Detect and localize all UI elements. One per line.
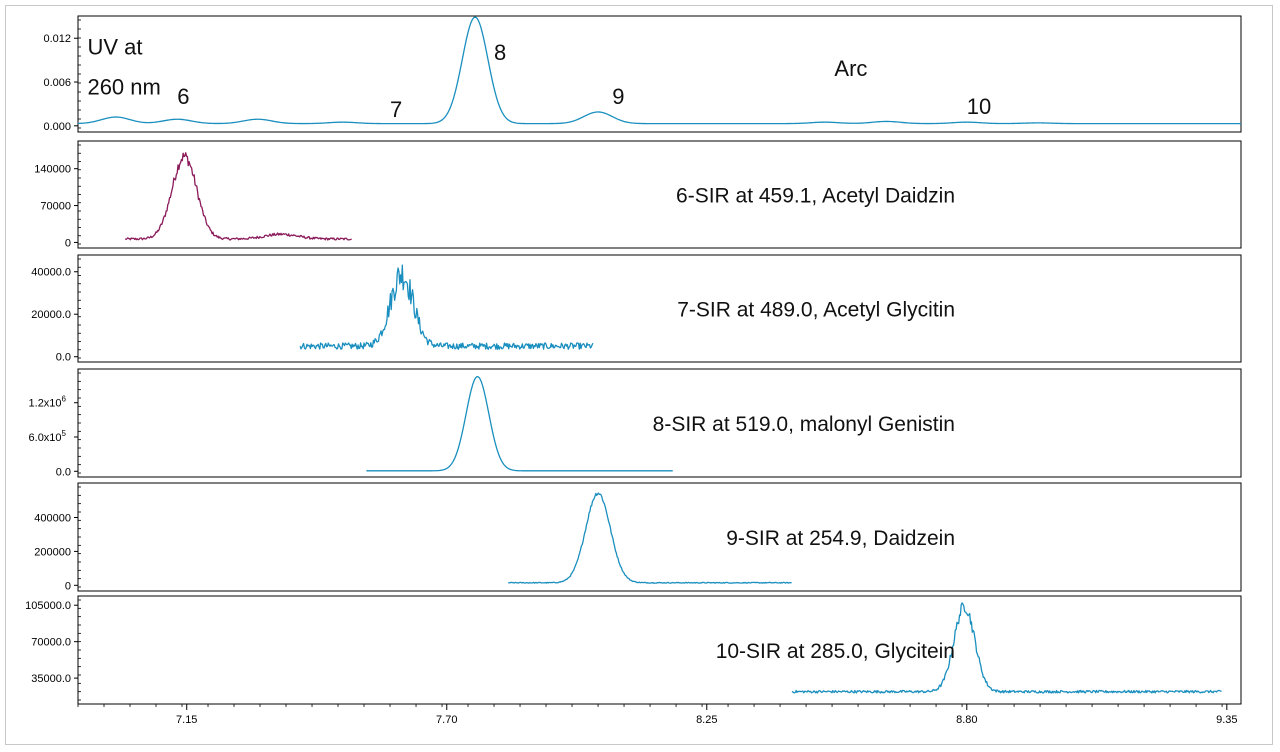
y-tick-label: 1.2x106	[29, 395, 67, 410]
y-tick-label: 0	[65, 580, 71, 592]
panel-frame	[77, 140, 1242, 249]
y-tick-label: 140000	[34, 164, 71, 176]
panel-title-sir8: 8-SIR at 519.0, malonyl Genistin	[653, 413, 955, 436]
panel-frame	[77, 595, 1242, 705]
panel-title-sir6: 6-SIR at 459.1, Acetyl Daidzin	[676, 185, 955, 208]
y-tick-exponent: 5	[62, 429, 67, 438]
panel-sir10: 35000.0 70000.0 105000.0 10-SIR at 285.0, G…	[25, 595, 1242, 705]
peak-annotation: 7	[390, 97, 402, 122]
y-tick-label: 0.006	[43, 77, 71, 89]
panel-frame	[77, 482, 1242, 592]
trace-sir7	[299, 264, 594, 350]
panel-title-sir7: 7-SIR at 489.0, Acetyl Glycitin	[677, 299, 955, 322]
y-tick-label: 200000	[34, 546, 71, 558]
peak-annotation: Arc	[834, 56, 867, 81]
y-tick-label: 105000.0	[25, 600, 71, 612]
panel-sir8: 0.0 6.0x105 1.2x106 8-SIR at 519.0, malonyl…	[29, 368, 1242, 478]
y-tick-label: 0.0	[56, 352, 71, 364]
panel-sir6: 0 70000 140000 6-SIR at 459.1, Acetyl Daidz…	[34, 140, 1242, 249]
y-tick-label: 70000	[40, 201, 71, 213]
y-tick-label: 6.0x105	[29, 429, 67, 444]
panel-frame	[77, 368, 1242, 478]
panel-sir7: 0.0 20000.0 40000.0 7-SIR at 489.0, Acetyl …	[31, 254, 1242, 364]
peak-annotation: 260 nm	[87, 74, 160, 99]
trace-uv	[77, 16, 1241, 125]
x-tick-label: 9.35	[1216, 714, 1237, 726]
x-tick-label: 7.15	[176, 714, 197, 726]
peak-annotation: UV at	[87, 34, 142, 59]
y-tick-label: 0.012	[43, 33, 71, 45]
y-tick-label: 20000.0	[31, 309, 71, 321]
y-tick-exponent: 6	[62, 395, 67, 404]
x-tick-label: 8.25	[696, 714, 717, 726]
y-tick-label: 400000	[34, 513, 71, 525]
y-tick-label: 0.0	[56, 466, 71, 478]
peak-annotation: 10	[967, 94, 991, 119]
trace-sir6	[124, 152, 352, 241]
y-tick-label: 40000.0	[31, 267, 71, 279]
y-tick-label: 70000.0	[31, 637, 71, 649]
x-tick-label: 7.70	[436, 714, 457, 726]
peak-annotation: 6	[177, 84, 189, 109]
y-tick-label: 0	[65, 237, 71, 249]
panel-sir9: 0 200000 400000 9-SIR at 254.9, Daidzein	[34, 482, 1242, 592]
panel-title-sir10: 10-SIR at 285.0, Glycitein	[716, 640, 955, 663]
panel-frame	[77, 15, 1242, 133]
panel-uv: 0.000 0.006 0.012 UV at 260 nm 6 7 8 9 Arc 10	[43, 15, 1242, 133]
panel-title-sir9: 9-SIR at 254.9, Daidzein	[726, 527, 955, 550]
trace-sir9	[508, 492, 792, 584]
trace-sir8	[366, 375, 673, 472]
x-tick-label: 8.80	[956, 714, 977, 726]
peak-annotation: 9	[612, 84, 624, 109]
y-tick-label: 0.000	[43, 121, 71, 133]
panel-frame	[77, 254, 1242, 363]
y-tick-label: 35000.0	[31, 673, 71, 685]
trace-sir10	[791, 602, 1222, 694]
peak-annotation: 8	[494, 40, 506, 65]
